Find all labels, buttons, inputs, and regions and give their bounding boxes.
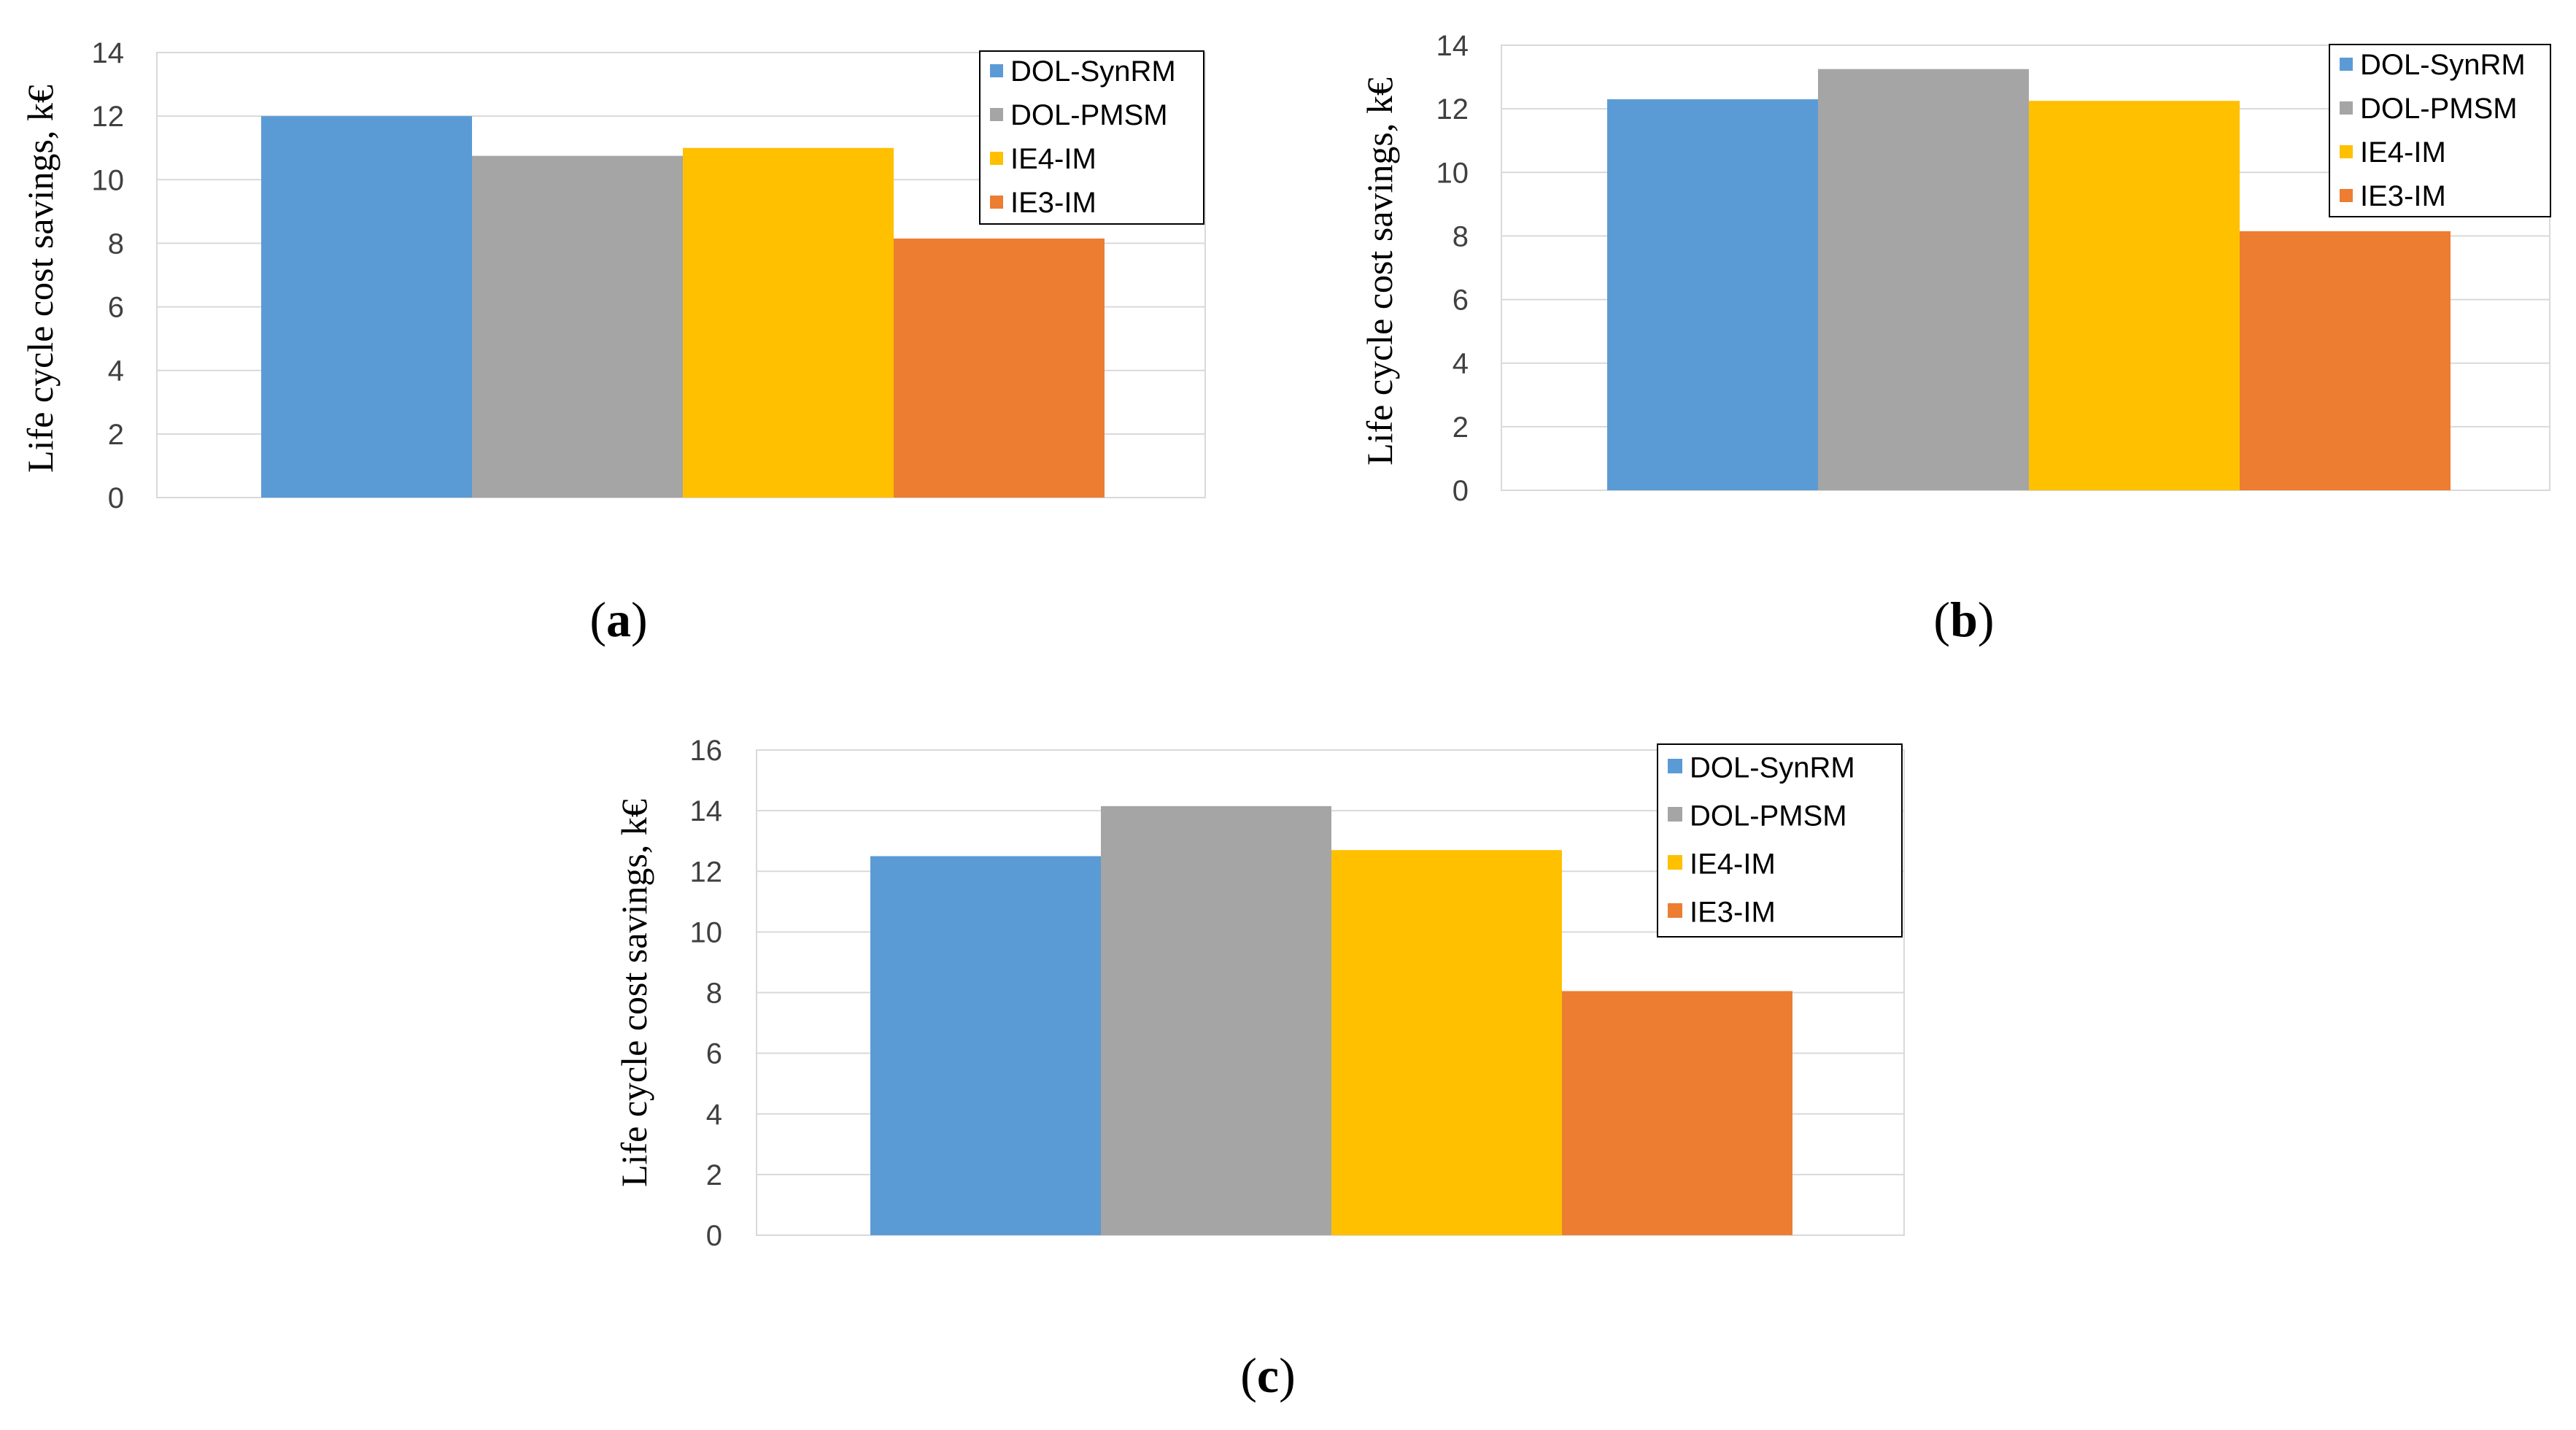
bar-dol-pmsm [1101,805,1331,1235]
y-tick-label: 8 [108,228,124,260]
caption-letter: c [1257,1348,1279,1403]
legend-label: DOL-SynRM [1690,751,1855,784]
y-tick-label: 12 [1436,93,1469,125]
bar-ie3-im [894,238,1105,498]
y-tick-label: 6 [108,292,124,324]
y-tick-label: 0 [108,482,124,514]
y-tick-label: 14 [1436,30,1469,62]
bar-ie3-im [2240,231,2451,490]
y-tick-label: 14 [690,795,723,827]
legend-label: DOL-PMSM [1010,99,1168,131]
legend-swatch [2340,145,2353,158]
legend-swatch [990,196,1003,209]
y-axis-title: Life cycle cost savings, k€ [614,799,654,1187]
bar-ie4-im [2029,101,2240,490]
caption-close-paren: ) [1279,1348,1296,1403]
panel-caption: (a) [589,592,647,647]
caption-close-paren: ) [1978,592,1995,647]
bar-ie4-im [683,147,894,498]
legend: DOL-SynRM DOL-PMSM IE4-IM IE3-IM [1657,743,1903,938]
chart-panel-b: 0 2 4 6 8 10 12 14 Life cycle cost savings, k€ DO… [1359,30,2551,647]
bar-ie3-im [1562,991,1792,1235]
legend-swatch [990,108,1003,121]
y-tick-label: 8 [1453,220,1469,252]
caption-letter: b [1950,592,1978,647]
y-tick-label: 14 [92,37,125,69]
caption-open-paren: ( [1933,592,1950,647]
y-axis-title: Life cycle cost savings, k€ [1359,77,1400,465]
legend: DOL-SynRM DOL-PMSM IE4-IM IE3-IM [979,50,1204,225]
legend-box [979,50,1204,225]
legend-label: IE3-IM [1010,187,1096,219]
legend-box [2329,44,2551,217]
legend-label: IE3-IM [2360,180,2446,212]
y-tick-label: 16 [690,735,723,767]
legend-swatch [990,64,1003,77]
y-tick-label: 10 [1436,157,1469,189]
chart-panel-c: 0 2 4 6 8 10 12 14 16 Life cycle cost savings, k€… [614,735,1905,1403]
legend-label: DOL-SynRM [1010,55,1176,88]
legend-swatch [2340,189,2353,202]
panel-caption: (b) [1933,592,1994,647]
chart-panel-a: 0 2 4 6 8 10 12 14 Life cycle cost savings, k€ DO… [20,37,1206,647]
y-tick-label: 2 [1453,411,1469,444]
y-tick-label: 2 [108,419,124,451]
legend-label: DOL-SynRM [2360,49,2526,81]
legend-label: IE4-IM [2360,136,2446,169]
legend-swatch [1668,855,1682,870]
y-tick-label: 10 [92,164,125,196]
legend-swatch [1668,807,1682,822]
legend-swatch [2340,58,2353,71]
legend-swatch [1668,903,1682,918]
bar-dol-synrm [1607,99,1818,491]
y-tick-label: 4 [1453,348,1469,380]
caption-open-paren: ( [589,592,606,647]
legend-box [1657,743,1903,938]
bar-dol-pmsm [472,155,683,498]
panel-caption: (c) [1240,1348,1296,1403]
caption-close-paren: ) [631,592,648,647]
legend-label: IE4-IM [1690,848,1776,880]
bar-dol-synrm [870,856,1101,1235]
caption-letter: a [606,592,631,647]
legend-label: IE4-IM [1010,143,1096,175]
y-tick-label: 0 [1453,475,1469,507]
legend-label: IE3-IM [1690,896,1776,928]
bar-dol-pmsm [1818,69,2029,490]
legend-swatch [1668,759,1682,773]
y-tick-label: 4 [108,355,124,387]
bar-ie4-im [1331,850,1562,1235]
y-tick-label: 0 [706,1220,722,1252]
y-tick-label: 4 [706,1099,722,1131]
legend-swatch [2340,101,2353,115]
legend-label: DOL-PMSM [1690,800,1847,832]
y-tick-label: 6 [1453,285,1469,317]
legend: DOL-SynRM DOL-PMSM IE4-IM IE3-IM [2329,44,2551,217]
y-tick-label: 8 [706,978,722,1010]
y-tick-label: 2 [706,1159,722,1191]
y-tick-label: 12 [92,101,125,133]
y-tick-label: 12 [690,856,723,888]
bar-dol-synrm [261,116,472,498]
legend-label: DOL-PMSM [2360,93,2518,125]
legend-swatch [990,152,1003,165]
y-tick-label: 10 [690,916,723,948]
caption-open-paren: ( [1240,1348,1257,1403]
y-tick-label: 6 [706,1038,722,1070]
y-axis-title: Life cycle cost savings, k€ [20,85,61,473]
